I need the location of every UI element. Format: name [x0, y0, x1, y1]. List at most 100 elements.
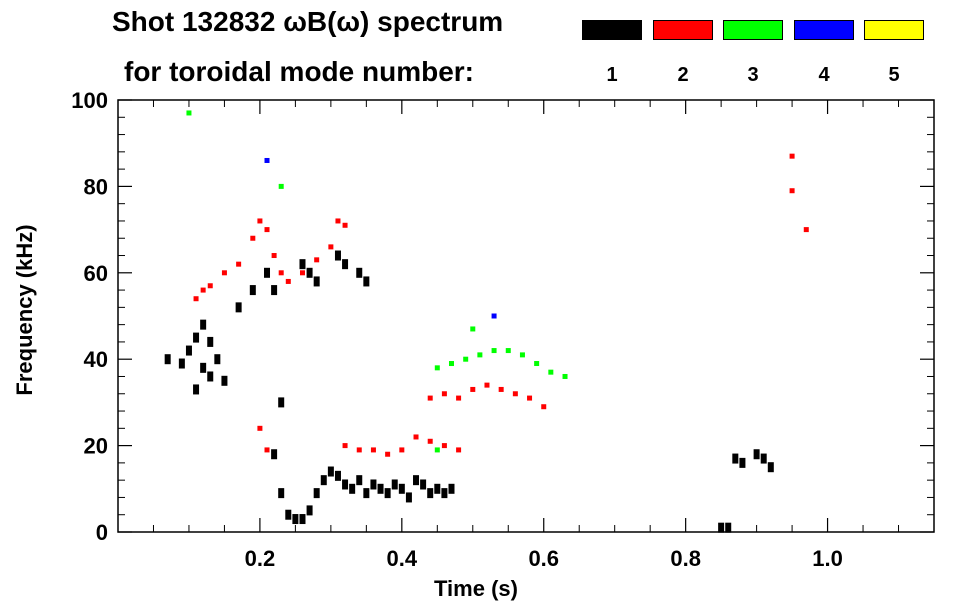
data-point-n1	[739, 457, 746, 468]
legend-swatch-n1	[582, 20, 642, 40]
data-point-n2	[427, 395, 433, 401]
legend-label-n2: 2	[677, 64, 689, 86]
legend-label-n1: 1	[606, 64, 618, 86]
y-tick-label: 100	[71, 88, 108, 113]
data-point-n2	[271, 253, 277, 259]
data-point-n2	[456, 395, 462, 401]
data-point-n1	[356, 475, 363, 486]
data-point-n2	[314, 257, 320, 263]
data-point-n4	[264, 157, 270, 163]
legend-swatch-n3	[723, 20, 783, 40]
legend-swatch-n5	[864, 20, 924, 40]
data-point-n3	[186, 110, 192, 116]
data-point-n2	[264, 447, 270, 453]
legend-swatch-n2	[653, 20, 713, 40]
data-point-n1	[200, 319, 207, 330]
data-point-n2	[413, 434, 419, 440]
data-point-n2	[356, 447, 362, 453]
data-point-n3	[491, 348, 497, 354]
data-point-n1	[271, 449, 278, 460]
data-point-n1	[398, 483, 405, 494]
data-point-n1	[178, 358, 185, 369]
series-n3	[186, 110, 568, 453]
data-point-n2	[541, 404, 547, 410]
data-point-n4	[491, 313, 497, 319]
data-point-n1	[334, 470, 341, 481]
data-point-n1	[427, 488, 434, 499]
data-point-n1	[753, 449, 760, 460]
data-point-n1	[320, 475, 327, 486]
chart-title-line1: Shot 132832 ωB(ω) spectrum	[112, 6, 504, 37]
data-point-n1	[193, 332, 200, 343]
data-point-n1	[249, 285, 256, 296]
data-point-n3	[534, 361, 540, 367]
data-point-n2	[285, 278, 291, 284]
data-point-n1	[193, 384, 200, 395]
x-tick-label: 0.8	[670, 546, 701, 571]
data-point-n1	[299, 514, 306, 525]
data-point-n2	[200, 287, 206, 293]
data-point-n1	[377, 483, 384, 494]
data-point-n1	[405, 492, 412, 503]
data-point-n3	[562, 373, 568, 379]
y-tick-label: 60	[84, 261, 108, 286]
data-point-n1	[725, 522, 732, 533]
data-point-n3	[519, 352, 525, 358]
data-point-n1	[448, 483, 455, 494]
data-point-n2	[527, 395, 533, 401]
data-point-n1	[363, 276, 370, 287]
data-point-n2	[257, 218, 263, 224]
series-n4	[264, 157, 497, 319]
data-point-n1	[214, 354, 221, 365]
data-point-n1	[384, 488, 391, 499]
data-point-n1	[760, 453, 767, 464]
data-point-n3	[470, 326, 476, 332]
y-tick-label: 0	[96, 520, 108, 545]
data-point-n2	[207, 283, 213, 289]
data-point-n1	[306, 267, 313, 278]
data-point-n2	[427, 438, 433, 444]
y-tick-label: 40	[84, 347, 108, 372]
data-point-n3	[505, 348, 511, 354]
data-point-n2	[399, 447, 405, 453]
data-point-n1	[221, 375, 228, 386]
plot-frame-border	[117, 99, 935, 533]
y-tick-label: 80	[84, 174, 108, 199]
data-point-n1	[391, 479, 398, 490]
data-point-n2	[456, 447, 462, 453]
data-point-n2	[342, 443, 348, 449]
data-point-n1	[278, 397, 285, 408]
data-point-n2	[498, 386, 504, 392]
data-point-n2	[257, 425, 263, 431]
data-point-n1	[185, 345, 192, 356]
y-axis-label: Frequency (kHz)	[12, 224, 37, 395]
data-point-n2	[385, 451, 391, 457]
legend-label-n5: 5	[888, 64, 900, 86]
data-point-n1	[349, 483, 356, 494]
data-point-n1	[271, 285, 278, 296]
data-point-n2	[441, 443, 447, 449]
x-axis-label: Time (s)	[434, 576, 518, 601]
data-point-n1	[732, 453, 739, 464]
data-point-n2	[789, 188, 795, 194]
data-point-n1	[334, 250, 341, 261]
data-point-n3	[448, 361, 454, 367]
data-point-n2	[342, 222, 348, 228]
data-point-n2	[470, 386, 476, 392]
data-point-n1	[413, 475, 420, 486]
y-tick-label: 20	[84, 434, 108, 459]
x-tick-label: 0.2	[245, 546, 276, 571]
data-point-n2	[250, 235, 256, 241]
series-n2	[193, 153, 809, 457]
data-point-n1	[420, 479, 427, 490]
x-tick-label: 1.0	[812, 546, 843, 571]
data-point-n1	[299, 259, 306, 270]
data-point-n1	[292, 514, 299, 525]
data-point-n3	[463, 356, 469, 362]
data-point-n1	[164, 354, 171, 365]
data-point-n3	[548, 369, 554, 375]
data-point-n1	[356, 267, 363, 278]
data-point-n1	[767, 462, 774, 473]
legend-label-n4: 4	[818, 64, 830, 86]
